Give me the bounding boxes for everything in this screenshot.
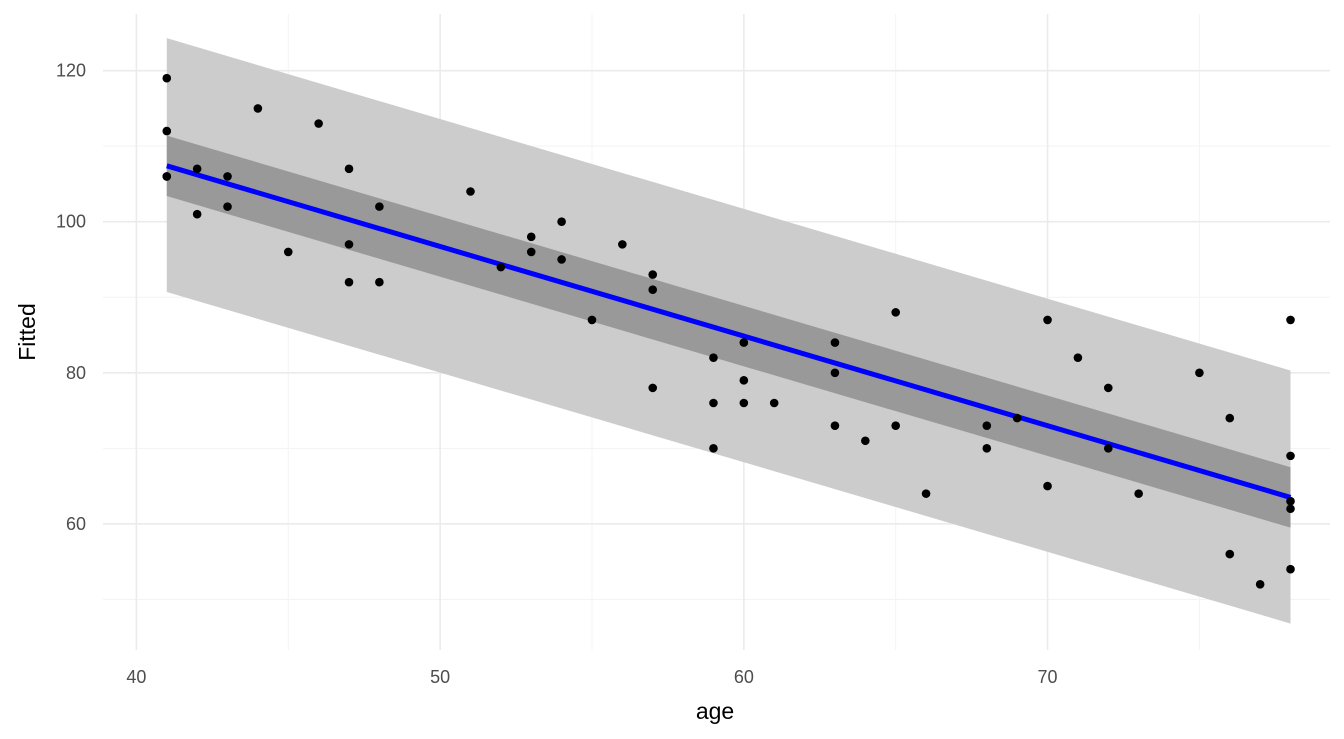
data-point xyxy=(162,73,172,83)
data-point xyxy=(1225,549,1235,559)
data-point xyxy=(1286,504,1295,514)
fit-line xyxy=(166,163,1292,500)
data-point xyxy=(283,247,293,257)
data-point xyxy=(891,421,900,430)
data-point xyxy=(648,383,658,393)
x-tick-label: 70 xyxy=(1038,667,1058,687)
data-point xyxy=(344,240,354,249)
x-tick-label: 60 xyxy=(734,667,754,687)
data-point xyxy=(526,247,536,257)
y-tick-label: 100 xyxy=(56,212,86,232)
data-point xyxy=(648,270,658,279)
y-tick-label: 60 xyxy=(66,514,86,534)
x-tick-label: 40 xyxy=(126,667,146,687)
data-point xyxy=(1286,451,1295,461)
data-point xyxy=(557,217,566,227)
x-tick-label: 50 xyxy=(430,667,450,687)
x-axis-title: age xyxy=(696,698,734,724)
data-point xyxy=(162,172,172,181)
data-point xyxy=(739,376,749,385)
data-point xyxy=(375,202,384,211)
data-point xyxy=(1043,315,1052,325)
data-point xyxy=(861,436,870,446)
data-point xyxy=(1286,564,1295,574)
data-point xyxy=(344,277,354,287)
data-point xyxy=(1286,496,1295,506)
data-points xyxy=(162,73,1295,589)
data-point xyxy=(587,315,597,325)
data-point xyxy=(192,164,202,174)
data-point xyxy=(1012,413,1022,423)
y-tick-label: 80 xyxy=(66,363,86,383)
data-point xyxy=(891,308,900,317)
data-point xyxy=(1195,368,1204,378)
y-axis-ticks: 60 80 100 120 xyxy=(56,61,86,534)
data-point xyxy=(921,489,931,498)
data-point xyxy=(1286,315,1295,325)
data-point xyxy=(982,421,992,430)
data-point xyxy=(557,255,566,264)
x-axis-ticks: 40 50 60 70 xyxy=(126,667,1057,687)
data-point xyxy=(739,338,749,347)
data-point xyxy=(466,187,475,196)
data-point xyxy=(739,398,749,408)
data-point xyxy=(830,368,840,378)
y-axis-title: Fitted xyxy=(14,303,40,361)
data-point xyxy=(1103,383,1113,393)
data-point xyxy=(1103,444,1113,453)
data-point xyxy=(1043,481,1052,491)
data-point xyxy=(709,444,718,453)
data-point xyxy=(1225,413,1235,423)
data-point xyxy=(648,285,658,295)
data-point xyxy=(769,398,779,408)
data-point xyxy=(223,202,232,211)
fit-line-group xyxy=(166,163,1292,500)
data-point xyxy=(1134,489,1143,498)
data-point xyxy=(192,209,202,219)
data-point xyxy=(223,172,232,181)
data-point xyxy=(982,444,992,453)
data-point xyxy=(344,164,354,174)
data-point xyxy=(830,421,840,430)
data-point xyxy=(618,240,627,249)
data-point xyxy=(830,338,840,347)
y-tick-label: 120 xyxy=(56,61,86,81)
data-point xyxy=(526,232,536,242)
data-point xyxy=(314,119,323,128)
data-point xyxy=(1255,579,1265,589)
data-point xyxy=(253,104,263,113)
data-point xyxy=(375,277,384,287)
data-point xyxy=(162,126,172,136)
data-point xyxy=(709,398,718,408)
data-point xyxy=(709,353,718,362)
data-point xyxy=(496,262,506,272)
data-point xyxy=(1073,353,1083,362)
